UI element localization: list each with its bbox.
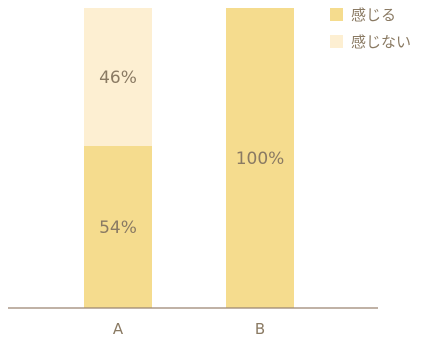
- data-label: 54%: [99, 218, 137, 238]
- legend-swatch: [330, 8, 343, 21]
- x-tick-label: B: [255, 320, 265, 338]
- data-label: 100%: [236, 149, 285, 169]
- legend-label: 感じない: [351, 33, 411, 51]
- bar-segment: [84, 8, 152, 146]
- segment-labels-group: 54% 46% 100%: [99, 68, 284, 238]
- bar-segment: [226, 8, 294, 308]
- legend-swatch: [330, 35, 343, 48]
- bars-group: [84, 8, 294, 308]
- legend-label: 感じる: [351, 6, 396, 24]
- data-label: 46%: [99, 68, 137, 88]
- bar-segment: [84, 146, 152, 308]
- x-tick-label: A: [113, 320, 124, 338]
